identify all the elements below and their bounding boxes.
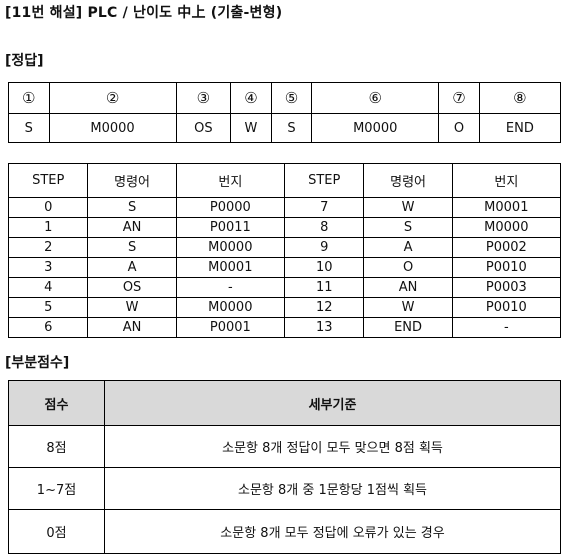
score-cell: 8점 — [8, 425, 105, 468]
step-cell: 0 — [7, 197, 89, 218]
scoring-section-label: [부분점수] — [5, 355, 70, 371]
step-cell: 9 — [283, 237, 365, 258]
instruction-cell: W — [363, 197, 453, 218]
column-header-instruction: 명령어 — [363, 163, 453, 198]
instruction-cell: S — [87, 237, 177, 258]
criteria-cell: 소문항 8개 중 1문항당 1점씩 획득 — [104, 467, 561, 510]
address-cell: P0001 — [175, 317, 285, 338]
instruction-cell: W — [87, 297, 177, 318]
table-row: 1~7점 소문항 8개 중 1문항당 1점씩 획득 — [8, 467, 561, 510]
answer-number: ③ — [175, 82, 232, 114]
column-header-step: STEP — [283, 163, 365, 198]
instruction-cell: END — [363, 317, 453, 338]
table-row: 0 S P0000 7 W M0001 — [7, 197, 562, 218]
address-cell: M0000 — [175, 237, 285, 258]
address-cell: P0011 — [175, 217, 285, 238]
table-row: 3 A M0001 10 O P0010 — [7, 257, 562, 278]
column-header-address: 번지 — [451, 163, 562, 198]
column-header-criteria: 세부기준 — [104, 380, 561, 426]
column-header-score: 점수 — [8, 380, 105, 426]
answer-number: ⑦ — [438, 82, 480, 114]
step-cell: 3 — [7, 257, 89, 278]
answer-number: ② — [48, 82, 177, 114]
score-cell: 1~7점 — [8, 467, 105, 510]
answer-value: END — [478, 113, 562, 143]
instruction-cell: W — [363, 297, 453, 318]
step-cell: 12 — [283, 297, 365, 318]
step-cell: 2 — [7, 237, 89, 258]
address-cell: P0010 — [451, 257, 562, 278]
instruction-cell: AN — [363, 277, 453, 298]
page-title: [11번 해설] PLC / 난이도 中上 (기출-변형) — [5, 5, 283, 21]
answer-number: ⑥ — [311, 82, 440, 114]
score-cell: 0점 — [8, 509, 105, 554]
answer-number: ⑤ — [270, 82, 313, 114]
address-cell: - — [175, 277, 285, 298]
column-header-step: STEP — [7, 163, 89, 198]
answer-value: O — [438, 113, 480, 143]
answer-value: S — [270, 113, 313, 143]
answer-value: M0000 — [48, 113, 177, 143]
address-cell: M0000 — [451, 217, 562, 238]
step-cell: 8 — [283, 217, 365, 238]
instruction-cell: S — [363, 217, 453, 238]
instruction-cell: A — [87, 257, 177, 278]
step-cell: 13 — [283, 317, 365, 338]
answer-number-row: ① ② ③ ④ ⑤ ⑥ ⑦ ⑧ — [8, 82, 562, 114]
step-cell: 7 — [283, 197, 365, 218]
step-instruction-table: STEP 명령어 번지 STEP 명령어 번지 0 S P0000 7 W M0… — [7, 163, 562, 338]
table-row: 1 AN P0011 8 S M0000 — [7, 217, 562, 238]
answer-value: OS — [175, 113, 232, 143]
answer-value-row: S M0000 OS W S M0000 O END — [8, 113, 562, 143]
address-cell: M0001 — [451, 197, 562, 218]
column-header-instruction: 명령어 — [87, 163, 177, 198]
step-cell: 6 — [7, 317, 89, 338]
address-cell: P0000 — [175, 197, 285, 218]
answer-value: M0000 — [311, 113, 440, 143]
table-row: 2 S M0000 9 A P0002 — [7, 237, 562, 258]
scoring-table: 점수 세부기준 8점 소문항 8개 정답이 모두 맞으면 8점 획득 1~7점 … — [8, 380, 561, 554]
answer-table: ① ② ③ ④ ⑤ ⑥ ⑦ ⑧ S M0000 OS W S M0000 O E… — [8, 82, 562, 143]
step-cell: 1 — [7, 217, 89, 238]
instruction-cell: S — [87, 197, 177, 218]
criteria-cell: 소문항 8개 모두 정답에 오류가 있는 경우 — [104, 509, 561, 554]
instruction-cell: AN — [87, 217, 177, 238]
column-header-address: 번지 — [175, 163, 285, 198]
answer-value: S — [8, 113, 50, 143]
address-cell: - — [451, 317, 562, 338]
criteria-cell: 소문항 8개 정답이 모두 맞으면 8점 획득 — [104, 425, 561, 468]
instruction-cell: A — [363, 237, 453, 258]
scoring-header-row: 점수 세부기준 — [8, 380, 561, 426]
step-cell: 5 — [7, 297, 89, 318]
step-table-header-row: STEP 명령어 번지 STEP 명령어 번지 — [7, 163, 562, 198]
answer-value: W — [230, 113, 272, 143]
address-cell: M0001 — [175, 257, 285, 278]
address-cell: P0002 — [451, 237, 562, 258]
answer-number: ① — [8, 82, 50, 114]
table-row: 6 AN P0001 13 END - — [7, 317, 562, 338]
table-row: 0점 소문항 8개 모두 정답에 오류가 있는 경우 — [8, 509, 561, 554]
address-cell: P0010 — [451, 297, 562, 318]
answer-number: ⑧ — [478, 82, 562, 114]
table-row: 8점 소문항 8개 정답이 모두 맞으면 8점 획득 — [8, 425, 561, 468]
table-row: 5 W M0000 12 W P0010 — [7, 297, 562, 318]
instruction-cell: OS — [87, 277, 177, 298]
answer-number: ④ — [230, 82, 272, 114]
table-row: 4 OS - 11 AN P0003 — [7, 277, 562, 298]
address-cell: M0000 — [175, 297, 285, 318]
answer-section-label: [정답] — [5, 53, 44, 69]
step-cell: 4 — [7, 277, 89, 298]
instruction-cell: AN — [87, 317, 177, 338]
step-cell: 10 — [283, 257, 365, 278]
address-cell: P0003 — [451, 277, 562, 298]
step-cell: 11 — [283, 277, 365, 298]
instruction-cell: O — [363, 257, 453, 278]
